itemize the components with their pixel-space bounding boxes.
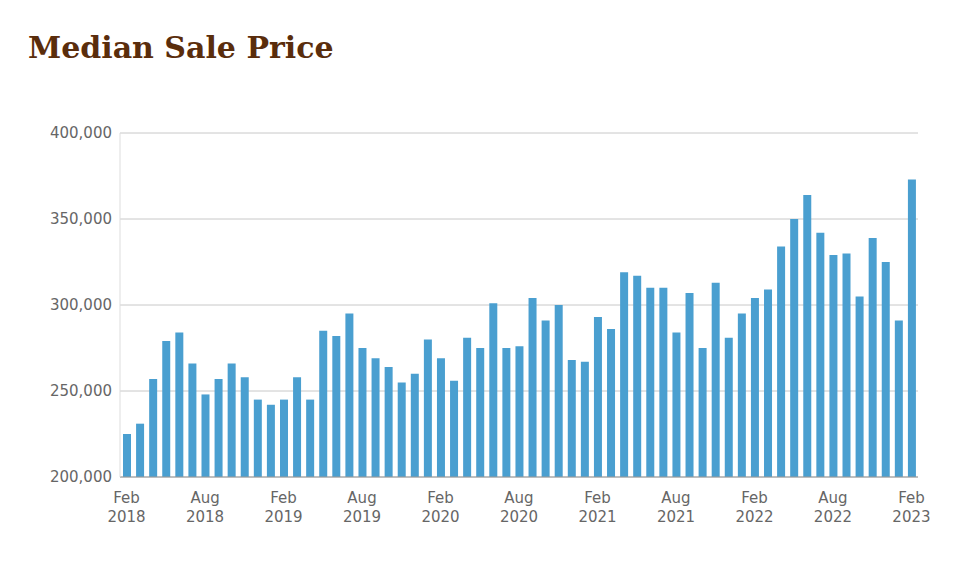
svg-text:Aug2018: Aug2018 (186, 489, 224, 527)
svg-text:Feb2019: Feb2019 (264, 489, 302, 527)
html-text:Median Sale Price: Median Sale Price (28, 30, 334, 65)
svg-text:Feb2021: Feb2021 (578, 489, 616, 527)
svg-text:350,000: 350,000 (50, 210, 112, 228)
svg-text:250,000: 250,000 (50, 382, 112, 400)
svg-text:400,000: 400,000 (50, 124, 112, 142)
svg-text:Aug2020: Aug2020 (500, 489, 538, 527)
svg-text:Aug2021: Aug2021 (657, 489, 695, 527)
svg-text:Feb2020: Feb2020 (421, 489, 459, 527)
svg-text:Aug2022: Aug2022 (814, 489, 852, 527)
svg-text:Feb2022: Feb2022 (735, 489, 773, 527)
svg-text:300,000: 300,000 (50, 296, 112, 314)
svg-text:Aug2019: Aug2019 (343, 489, 381, 527)
svg-text:Feb2023: Feb2023 (892, 489, 930, 527)
svg-text:Feb2018: Feb2018 (107, 489, 145, 527)
svg-text:200,000: 200,000 (50, 468, 112, 486)
